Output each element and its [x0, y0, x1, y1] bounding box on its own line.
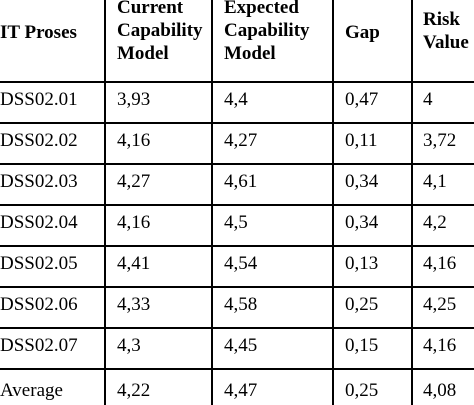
- header-line: Gap: [345, 22, 380, 43]
- table-cell-current: 4,22: [117, 380, 151, 401]
- table-cell-gap: 0,25: [345, 294, 379, 315]
- header-it-proses: IT Proses: [0, 21, 77, 44]
- table-cell-expected: 4,45: [224, 335, 258, 356]
- table-cell-risk: 4: [423, 89, 433, 110]
- header-line: IT Proses: [0, 22, 77, 43]
- header-risk-value: Risk Value: [423, 8, 469, 54]
- table-cell-gap: 0,13: [345, 253, 379, 274]
- table-cell-gap: 0,15: [345, 335, 379, 356]
- row-divider: [0, 163, 474, 165]
- table-cell-process: Average: [0, 380, 63, 401]
- column-divider: [211, 0, 213, 405]
- table-cell-expected: 4,5: [224, 212, 248, 233]
- table-cell-risk: 4,2: [423, 212, 447, 233]
- row-divider: [0, 81, 474, 83]
- table-cell-risk: 4,25: [423, 294, 457, 315]
- table-cell-current: 4,33: [117, 294, 151, 315]
- header-line: Current: [117, 0, 184, 18]
- header-line: Value: [423, 32, 469, 53]
- table-cell-process: DSS02.07: [0, 335, 78, 356]
- row-divider: [0, 204, 474, 206]
- table-cell-process: DSS02.04: [0, 212, 78, 233]
- table-cell-process: DSS02.03: [0, 171, 78, 192]
- column-divider: [332, 0, 334, 405]
- table-cell-expected: 4,61: [224, 171, 258, 192]
- header-line: Risk: [423, 9, 460, 30]
- table-cell-expected: 4,58: [224, 294, 258, 315]
- table-cell-gap: 0,34: [345, 212, 379, 233]
- column-divider: [411, 0, 413, 405]
- row-divider: [0, 286, 474, 288]
- table-cell-process: DSS02.02: [0, 130, 78, 151]
- table-cell-expected: 4,4: [224, 89, 248, 110]
- table-cell-current: 4,3: [117, 335, 141, 356]
- row-divider: [0, 327, 474, 329]
- header-line: Capability: [224, 20, 310, 41]
- table-cell-risk: 4,16: [423, 253, 457, 274]
- table-cell-process: DSS02.01: [0, 89, 78, 110]
- table-cell-risk: 4,08: [423, 380, 457, 401]
- table-cell-current: 4,41: [117, 253, 151, 274]
- header-expected-capability: Expected Capability Model: [224, 0, 310, 65]
- table-cell-gap: 0,47: [345, 89, 379, 110]
- table-cell-expected: 4,27: [224, 130, 258, 151]
- row-divider: [0, 122, 474, 124]
- table-cell-gap: 0,34: [345, 171, 379, 192]
- row-divider: [0, 245, 474, 247]
- header-line: Model: [224, 43, 276, 64]
- header-line: Model: [117, 43, 169, 64]
- table-cell-current: 4,16: [117, 212, 151, 233]
- table-cell-risk: 4,16: [423, 335, 457, 356]
- table-cell-gap: 0,11: [345, 130, 378, 151]
- table-cell-expected: 4,47: [224, 380, 258, 401]
- table-cell-process: DSS02.05: [0, 253, 78, 274]
- row-divider: [0, 368, 474, 370]
- table-cell-current: 4,16: [117, 130, 151, 151]
- column-divider: [104, 0, 106, 405]
- header-line: Expected: [224, 0, 299, 18]
- table-cell-current: 3,93: [117, 89, 151, 110]
- header-current-capability: Current Capability Model: [117, 0, 203, 65]
- header-gap: Gap: [345, 21, 380, 44]
- header-line: Capability: [117, 20, 203, 41]
- table-cell-current: 4,27: [117, 171, 151, 192]
- table-cell-gap: 0,25: [345, 380, 379, 401]
- table-cell-risk: 3,72: [423, 130, 457, 151]
- table-cell-process: DSS02.06: [0, 294, 78, 315]
- table-cell-risk: 4,1: [423, 171, 447, 192]
- table-cell-expected: 4,54: [224, 253, 258, 274]
